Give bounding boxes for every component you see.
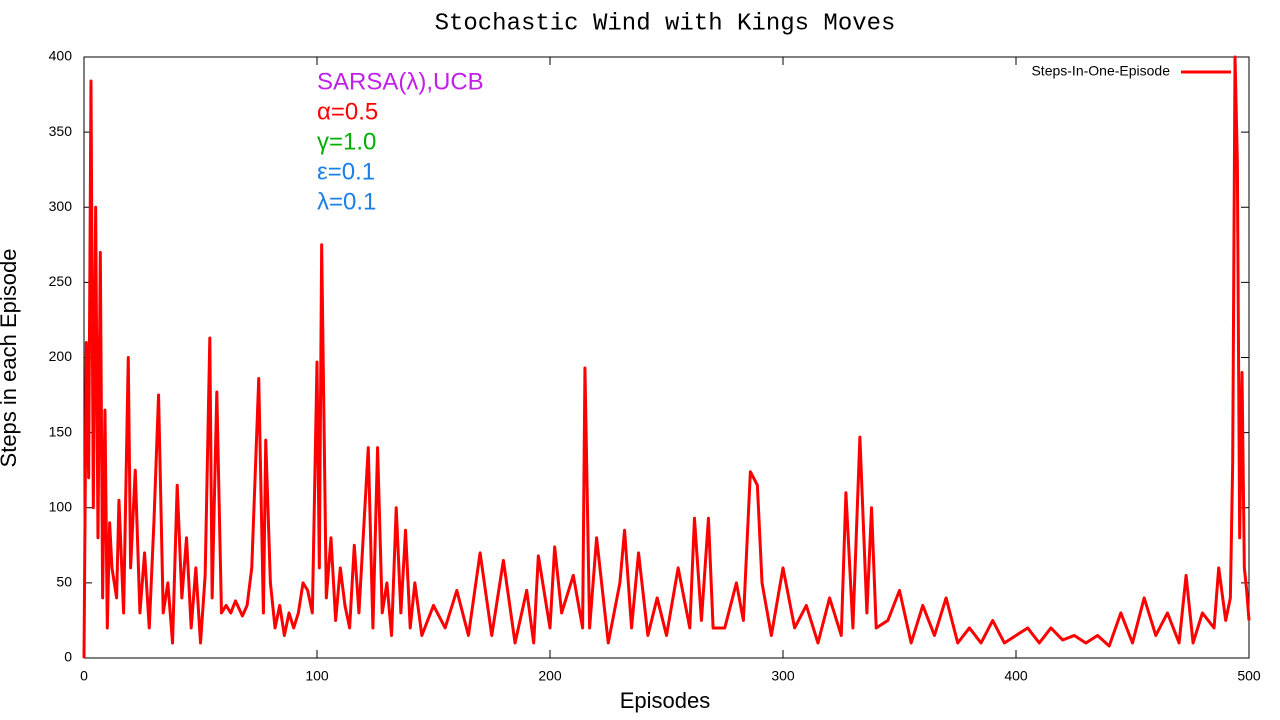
y-tick-label: 0 xyxy=(64,649,72,665)
plot-frame xyxy=(83,56,1250,659)
annotation: γ=1.0 xyxy=(317,128,376,155)
x-tick-label: 0 xyxy=(80,668,88,684)
x-tick-label: 200 xyxy=(538,668,562,684)
y-tick-label: 250 xyxy=(49,273,73,289)
y-tick-label: 150 xyxy=(49,423,73,439)
x-axis-label: Episodes xyxy=(620,688,711,713)
y-tick-label: 400 xyxy=(49,48,73,64)
y-tick-label: 50 xyxy=(56,574,72,590)
x-tick-label: 400 xyxy=(1004,668,1028,684)
legend-label: Steps-In-One-Episode xyxy=(1031,63,1170,79)
annotation: SARSA(λ),UCB xyxy=(317,68,484,95)
data-line xyxy=(82,55,1251,659)
x-tick-label: 300 xyxy=(771,668,795,684)
annotation: α=0.5 xyxy=(317,98,378,125)
y-tick-label: 100 xyxy=(49,498,73,514)
y-tick-label: 200 xyxy=(49,348,73,364)
y-axis-label: Steps in each Episode xyxy=(0,249,21,468)
y-tick-label: 300 xyxy=(49,198,73,214)
x-tick-label: 100 xyxy=(305,668,329,684)
annotation: λ=0.1 xyxy=(317,188,376,215)
chart-title: Stochastic Wind with Kings Moves xyxy=(435,10,896,37)
x-tick-label: 500 xyxy=(1237,668,1261,684)
y-tick-label: 350 xyxy=(49,123,73,139)
annotation: ε=0.1 xyxy=(317,158,375,185)
